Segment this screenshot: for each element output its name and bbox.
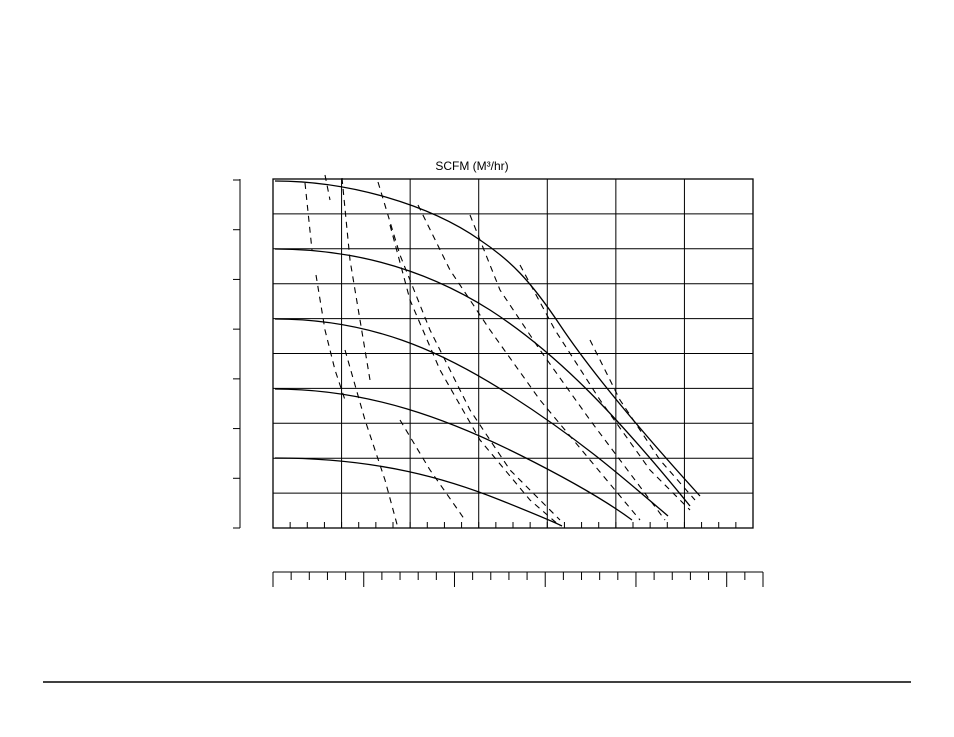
curve: [389, 224, 561, 527]
curve: [341, 177, 371, 381]
curve: [274, 388, 633, 521]
curve: [344, 349, 399, 529]
curve: [377, 181, 561, 521]
figure-title: SCFM (M³/hr): [435, 159, 508, 173]
curve: [324, 174, 331, 201]
curve: [399, 419, 466, 521]
curve: [274, 180, 701, 497]
curve: [274, 318, 669, 517]
curve: [417, 204, 641, 521]
performance-curves: [274, 174, 701, 529]
curve: [469, 214, 666, 521]
curve: [315, 274, 346, 401]
curve: [274, 457, 563, 527]
curve: [589, 339, 696, 501]
curve: [519, 264, 691, 511]
grid: [233, 179, 764, 587]
curve: [274, 248, 691, 507]
curve: [304, 182, 313, 251]
